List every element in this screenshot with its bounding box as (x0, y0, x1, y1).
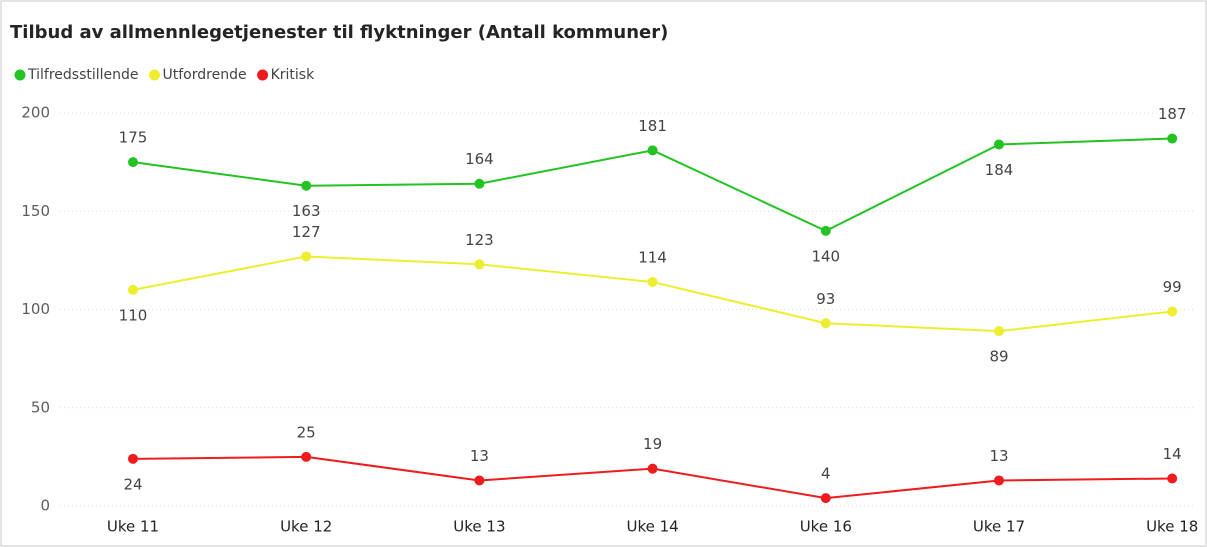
y-tick-label: 100 (21, 300, 50, 318)
x-tick-label: Uke 14 (626, 518, 678, 536)
data-label: 184 (985, 161, 1014, 179)
point (647, 276, 658, 287)
point (994, 139, 1004, 150)
data-label: 93 (816, 290, 835, 308)
point (1167, 473, 1178, 484)
data-label: 24 (123, 475, 142, 493)
point (1167, 133, 1178, 144)
data-label: 14 (1163, 445, 1182, 463)
point (301, 251, 312, 262)
data-label: 140 (811, 247, 840, 265)
point (128, 453, 138, 464)
y-tick-label: 0 (40, 497, 50, 515)
data-label: 181 (638, 117, 667, 135)
data-label: 187 (1158, 105, 1187, 123)
x-tick-label: Uke 18 (1146, 518, 1198, 536)
point (647, 463, 658, 474)
data-label: 175 (119, 129, 148, 147)
point (301, 180, 312, 191)
point (474, 475, 485, 486)
legend-marker (257, 69, 269, 81)
point (820, 318, 831, 329)
legend-label: Kritisk (271, 67, 315, 83)
point (1167, 306, 1178, 317)
chart-title: Tilbud av allmennlegetjenester til flykt… (10, 22, 668, 43)
data-label: 114 (638, 248, 667, 266)
y-tick-label: 200 (21, 104, 50, 122)
legend-marker (14, 69, 26, 81)
point (994, 475, 1004, 486)
legend-marker (149, 69, 161, 81)
data-label: 164 (465, 150, 494, 168)
data-label: 123 (465, 231, 494, 249)
legend-label: Tilfredsstillende (27, 67, 139, 83)
point (128, 284, 138, 295)
x-tick-label: Uke 11 (107, 518, 159, 536)
y-tick-label: 50 (31, 398, 50, 416)
data-label: 99 (1163, 278, 1182, 296)
data-label: 25 (297, 423, 316, 441)
data-label: 13 (989, 447, 1008, 465)
data-label: 13 (470, 447, 489, 465)
point (994, 326, 1004, 337)
data-label: 19 (643, 435, 662, 453)
x-tick-label: Uke 17 (973, 518, 1025, 536)
data-label: 110 (119, 306, 148, 324)
data-label: 127 (292, 223, 321, 241)
x-tick-label: Uke 12 (280, 518, 332, 536)
x-tick-label: Uke 13 (453, 518, 505, 536)
point (820, 225, 831, 236)
point (474, 178, 485, 189)
x-tick-label: Uke 16 (800, 518, 852, 536)
data-label: 89 (989, 348, 1008, 366)
point (128, 157, 138, 168)
point (474, 259, 485, 270)
y-tick-label: 150 (21, 202, 50, 220)
data-label: 163 (292, 202, 321, 220)
point (647, 145, 658, 156)
data-label: 4 (821, 465, 831, 483)
point (301, 451, 312, 462)
point (820, 493, 831, 504)
legend-label: Utfordrende (163, 67, 247, 83)
